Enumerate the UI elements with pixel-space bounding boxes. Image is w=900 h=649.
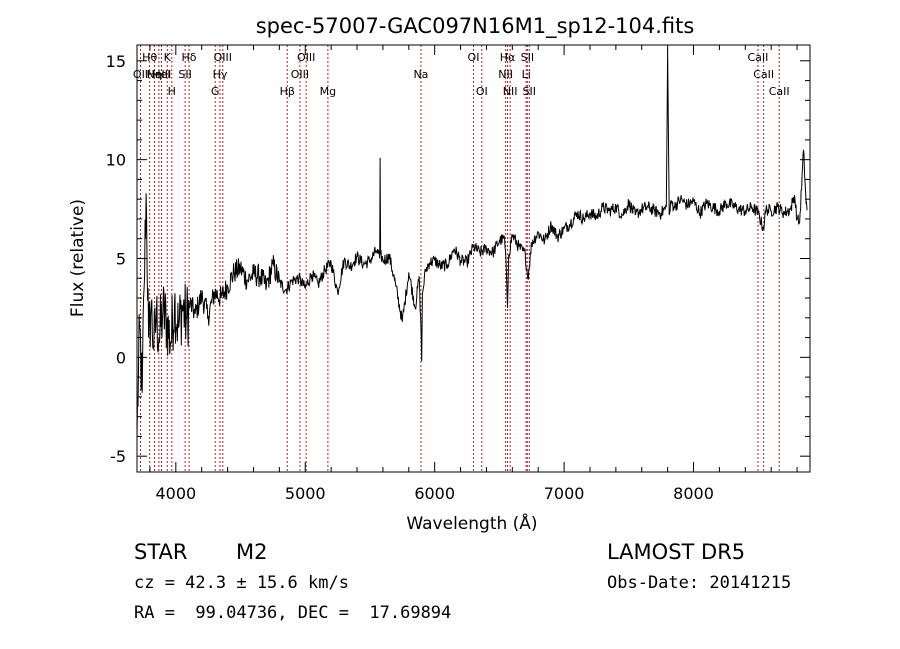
line-label-27: CaII	[769, 85, 790, 98]
x-tick-label-7000: 7000	[544, 484, 585, 503]
line-label-5: K	[164, 51, 172, 64]
x-tick-label-5000: 5000	[285, 484, 326, 503]
redshift-readout: cz = 42.3 ± 15.6 km/s	[134, 573, 349, 593]
line-label-4: HeI	[152, 68, 170, 81]
line-label-10: Hγ	[213, 68, 228, 81]
line-label-23: SII	[521, 51, 534, 64]
x-axis-ticks: 4000 5000 6000 7000 8000	[149, 45, 798, 503]
line-label-2: Hη	[147, 68, 162, 81]
line-label-14: OIII	[297, 51, 315, 64]
line-label-9: G	[211, 85, 220, 98]
line-label-20: Hα	[500, 51, 516, 64]
line-label-7: SII	[178, 68, 191, 81]
chart-title: spec-57007-GAC097N16M1_sp12-104.fits	[256, 14, 695, 39]
line-label-22: Li	[522, 68, 531, 81]
line-label-11: OIII	[214, 51, 232, 64]
line-label-17: OI	[468, 51, 480, 64]
x-tick-label-8000: 8000	[673, 484, 714, 503]
y-axis-ticks: -5 0 5 10 15	[106, 52, 810, 466]
y-tick-label-5: 5	[116, 250, 126, 269]
line-label-8: Hδ	[182, 51, 197, 64]
x-tick-label-4000: 4000	[155, 484, 196, 503]
line-label-21: NII	[503, 85, 518, 98]
line-label-3: NeIII	[147, 68, 172, 81]
object-subclass: M2	[236, 540, 268, 564]
spectrum-line	[136, 48, 808, 437]
line-label-24: SII	[523, 85, 536, 98]
line-label-16: Na	[413, 68, 428, 81]
line-label-18: OI	[476, 85, 488, 98]
line-label-6: H	[168, 85, 176, 98]
line-label-19: NII	[498, 68, 513, 81]
observation-date: Obs-Date: 20141215	[607, 573, 792, 593]
line-label-26: CaII	[753, 68, 774, 81]
x-axis-label: Wavelength (Å)	[406, 512, 537, 534]
line-label-1: Hθ	[142, 51, 157, 64]
line-label-13: OIII	[291, 68, 309, 81]
spectral-line-labels: OIIHθHηNeIIIHeIKHSIIHδGHγOIIIHβOIIIOIIIM…	[133, 51, 790, 98]
survey-name: LAMOST DR5	[607, 540, 746, 564]
y-tick-label--5: -5	[110, 447, 126, 466]
object-class: STAR	[134, 540, 188, 564]
line-label-15: Mg	[320, 85, 336, 98]
line-label-12: Hβ	[280, 85, 295, 98]
coordinates-readout: RA = 99.04736, DEC = 17.69894	[134, 603, 452, 623]
y-axis-label: Flux (relative)	[68, 199, 88, 317]
x-tick-label-6000: 6000	[414, 484, 455, 503]
y-tick-label-0: 0	[116, 348, 126, 367]
y-tick-label-10: 10	[106, 151, 126, 170]
line-label-25: CaII	[748, 51, 769, 64]
y-tick-label-15: 15	[106, 52, 126, 71]
